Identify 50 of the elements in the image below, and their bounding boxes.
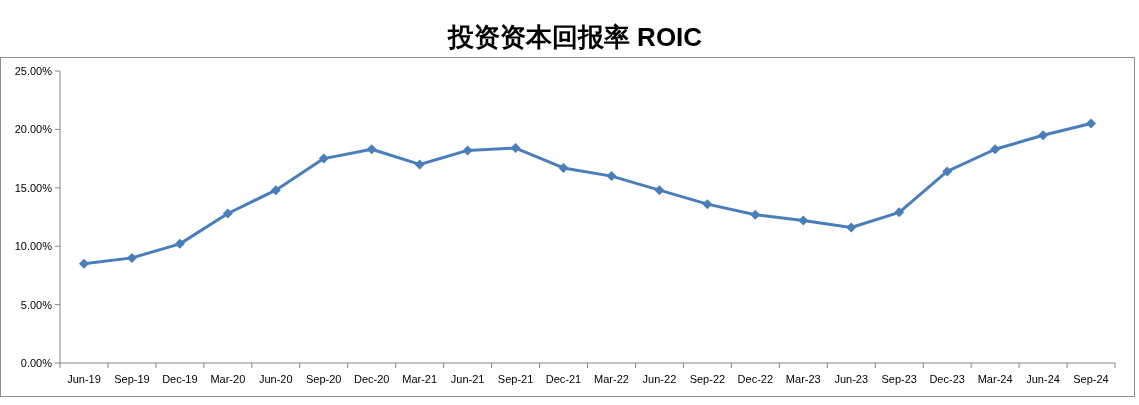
point — [318, 153, 329, 164]
point — [654, 185, 665, 196]
point — [510, 143, 521, 154]
x-tick-label: Jun-19 — [67, 373, 101, 385]
x-tick-label: Mar-21 — [402, 373, 438, 385]
x-tick-label: Dec-23 — [929, 373, 965, 385]
y-tick-label: 10.00% — [14, 240, 53, 253]
x-tick-label: Jun-23 — [834, 373, 869, 385]
x-tick-label: Dec-21 — [545, 373, 582, 385]
x-tick-label: Jun-21 — [450, 373, 485, 385]
x-tick-label: Sep-19 — [114, 373, 150, 385]
x-tick-label: Jun-20 — [258, 373, 293, 385]
point — [942, 166, 953, 177]
point — [846, 222, 857, 233]
x-tick-label: Mar-23 — [785, 373, 821, 385]
x-tick-label: Sep-20 — [306, 373, 342, 385]
y-tick-label: 5.00% — [20, 298, 53, 311]
x-tick-label: Dec-19 — [162, 373, 198, 385]
x-tick-label: Mar-22 — [594, 373, 629, 385]
point — [894, 207, 905, 218]
y-tick-label: 15.00% — [14, 181, 53, 194]
x-tick-label: Dec-22 — [737, 373, 774, 385]
x-tick-label: Mar-24 — [977, 373, 1013, 385]
point — [270, 185, 281, 196]
point — [702, 199, 713, 210]
point — [558, 162, 569, 173]
point — [414, 159, 425, 170]
y-tick-label: 0.00% — [20, 357, 53, 369]
point — [174, 238, 185, 249]
x-tick-label: Sep-22 — [689, 373, 726, 385]
x-tick-label: Sep-24 — [1073, 373, 1109, 385]
point — [366, 144, 377, 155]
point — [1086, 118, 1097, 129]
point — [750, 209, 761, 220]
point — [606, 171, 617, 182]
point — [462, 145, 473, 156]
x-tick-label: Sep-23 — [881, 373, 917, 385]
point — [78, 258, 89, 269]
x-tick-label: Mar-20 — [210, 373, 246, 385]
point — [1038, 130, 1049, 141]
chart-title: 投资资本回报率 ROIC — [446, 22, 703, 52]
point — [798, 215, 809, 226]
x-tick-label: Jun-22 — [642, 373, 677, 385]
x-tick-label: Jun-24 — [1026, 373, 1060, 385]
y-tick-label: 20.00% — [14, 123, 53, 136]
point — [990, 144, 1001, 155]
x-tick-label: Sep-21 — [497, 373, 534, 385]
point — [222, 208, 233, 219]
y-tick-label: 25.00% — [14, 65, 53, 77]
x-tick-label: Dec-20 — [353, 373, 390, 385]
